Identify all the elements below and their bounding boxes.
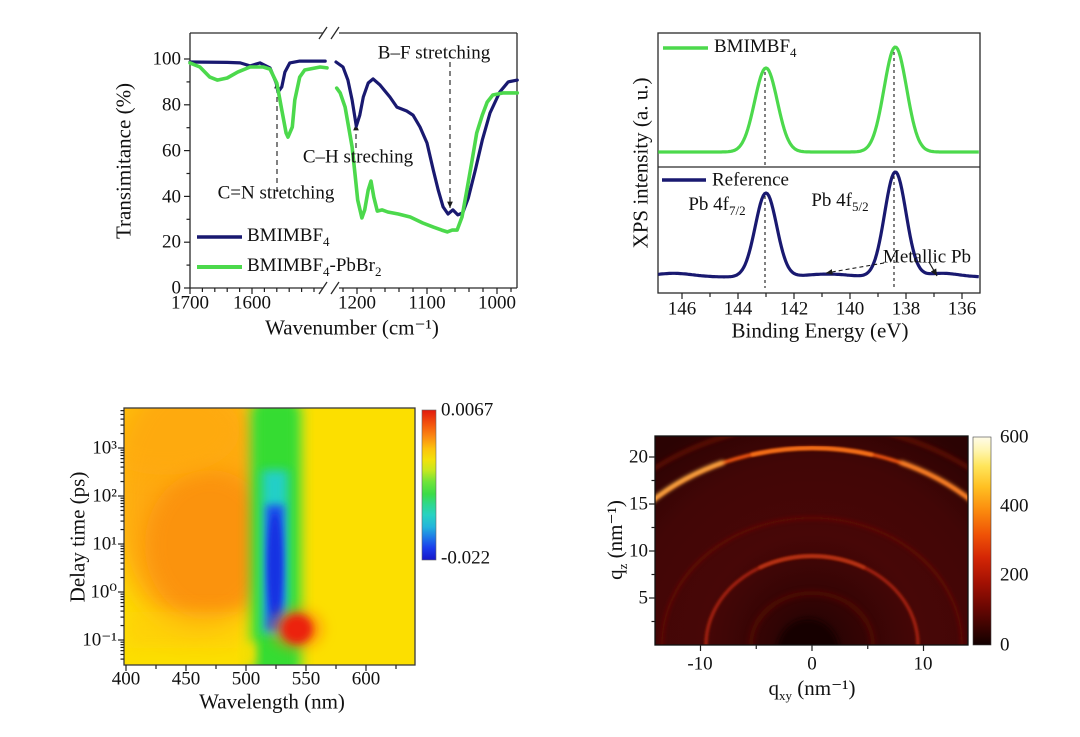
ftir-y-tick-label: 40 bbox=[162, 186, 181, 208]
xps-label-pb4f72: Pb 4f7/2 bbox=[688, 195, 745, 217]
ftir-legend-label-bmimbf4: BMIMBF4 bbox=[247, 226, 330, 248]
giwaxs-x-tick-label: -10 bbox=[687, 653, 713, 675]
ftir-y-axis-title: Transimitance (%) bbox=[111, 82, 136, 240]
ta-x-tick-label: 400 bbox=[111, 668, 141, 690]
ftir-y-tick-label: 80 bbox=[162, 94, 181, 116]
giwaxs-image bbox=[655, 436, 968, 645]
ta-x-tick-label: 450 bbox=[171, 668, 201, 690]
xps-x-tick-label: 144 bbox=[723, 298, 753, 320]
ta-frame bbox=[123, 407, 416, 666]
legend-sub: 2 bbox=[374, 264, 382, 279]
axis-title-sub: xy bbox=[779, 688, 793, 703]
ftir-legend-label-bmimbf4-pbbr2: BMIMBF4-PbBr2 bbox=[247, 256, 381, 278]
giwaxs-y-tick-label: 10 bbox=[629, 540, 648, 562]
giwaxs-panel bbox=[649, 435, 992, 651]
xps-x-tick-label: 138 bbox=[891, 298, 921, 320]
ta-y-tick-label: 10⁰ bbox=[90, 581, 117, 603]
ftir-x-tick-label: 1100 bbox=[408, 292, 446, 314]
ftir-x-tick-label: 1200 bbox=[338, 292, 376, 314]
ta-heatmap-image bbox=[124, 408, 415, 665]
xps-x-axis-title: Binding Energy (eV) bbox=[731, 318, 909, 343]
xps-curve-bmimbf4 bbox=[658, 45, 979, 154]
giwaxs-colorbar-label: 600 bbox=[1000, 426, 1029, 448]
ftir-panel bbox=[184, 26, 520, 295]
xps-x-tick-label: 142 bbox=[779, 298, 809, 320]
axis-title-sub: z bbox=[615, 563, 630, 570]
ta-y-tick-label: 10¹ bbox=[92, 533, 117, 555]
giwaxs-y-axis-title: qz (nm⁻¹) bbox=[603, 500, 630, 580]
xps-metallic-arrow-right bbox=[928, 261, 938, 277]
ftir-tick-marks bbox=[184, 58, 512, 294]
legend-text: BMIMBF bbox=[247, 255, 324, 276]
ta-heatmap-panel bbox=[118, 407, 437, 671]
legend-sub: 4 bbox=[323, 234, 330, 249]
ftir-annotation-cn: C=N stretching bbox=[217, 182, 335, 204]
giwaxs-x-axis-title: qxy (nm⁻¹) bbox=[768, 676, 856, 703]
ftir-y-tick-label: 100 bbox=[152, 48, 182, 70]
ta-colorbar-min-label: -0.022 bbox=[441, 547, 491, 569]
ftir-annotation-bf: B–F stretching bbox=[377, 42, 491, 64]
axis-title-text: (nm⁻¹) bbox=[792, 676, 856, 700]
giwaxs-y-tick-label: 15 bbox=[629, 493, 648, 515]
peak-label-text: Pb 4f bbox=[688, 194, 730, 215]
ta-y-axis-title: Delay time (ps) bbox=[65, 471, 90, 603]
ta-colorbar bbox=[421, 409, 437, 561]
axis-title-text: q bbox=[603, 569, 627, 580]
xps-label-pb4f52: Pb 4f5/2 bbox=[811, 191, 868, 213]
giwaxs-colorbar-label: 200 bbox=[1000, 564, 1029, 586]
ta-y-tick-label: 10² bbox=[92, 485, 117, 507]
ftir-annotation-ch: C–H streching bbox=[302, 146, 414, 168]
xps-tick-marks bbox=[681, 293, 963, 299]
ftir-x-tick-label: 1600 bbox=[233, 292, 271, 314]
ftir-x-axis-title: Wavenumber (cm⁻¹) bbox=[265, 315, 439, 340]
peak-label-text: Pb 4f bbox=[811, 190, 853, 211]
xps-legend-label-reference: Reference bbox=[712, 169, 789, 191]
giwaxs-colorbar bbox=[972, 436, 992, 646]
legend-sub: 4 bbox=[790, 45, 797, 60]
xps-curve-reference bbox=[657, 170, 979, 279]
giwaxs-y-tick-label: 5 bbox=[638, 587, 649, 609]
axis-title-text: (nm⁻¹) bbox=[603, 500, 627, 564]
ta-x-tick-label: 500 bbox=[231, 668, 261, 690]
legend-sub: 4 bbox=[323, 264, 330, 279]
xps-x-tick-label: 140 bbox=[835, 298, 865, 320]
giwaxs-y-tick-label: 20 bbox=[629, 446, 648, 468]
peak-label-sub: 5/2 bbox=[852, 199, 869, 214]
xps-metallic-arrow-left bbox=[825, 262, 885, 275]
xps-label-metallic-pb: Metallic Pb bbox=[882, 246, 972, 268]
ftir-y-tick-label: 60 bbox=[162, 140, 181, 162]
giwaxs-x-tick-label: 10 bbox=[913, 653, 933, 675]
peak-label-sub: 7/2 bbox=[729, 203, 746, 218]
ftir-axes-frame bbox=[189, 32, 518, 289]
xps-panel bbox=[657, 32, 981, 299]
legend-text: BMIMBF bbox=[714, 36, 791, 57]
giwaxs-x-tick-label: 0 bbox=[807, 653, 817, 675]
xps-legend-label-bmimbf4: BMIMBF4 bbox=[714, 37, 797, 59]
giwaxs-colorbar-label: 400 bbox=[1000, 495, 1029, 517]
ta-y-tick-label: 10⁻¹ bbox=[82, 629, 117, 651]
ta-tick-marks bbox=[118, 410, 397, 671]
ta-colorbar-max-label: 0.0067 bbox=[441, 399, 494, 421]
xps-y-axis-title: XPS intensity (a. u.) bbox=[628, 77, 653, 249]
giwaxs-colorbar-label: 0 bbox=[1000, 634, 1010, 656]
xps-x-tick-label: 136 bbox=[947, 298, 977, 320]
ftir-curve-bmimbf4-pbbr2 bbox=[188, 61, 520, 234]
giwaxs-tick-marks bbox=[649, 456, 925, 651]
ta-y-tick-label: 10³ bbox=[92, 437, 117, 459]
legend-text: -PbBr bbox=[329, 255, 375, 276]
ftir-y-tick-label: 20 bbox=[162, 231, 181, 253]
legend-text: BMIMBF bbox=[247, 225, 324, 246]
ta-x-axis-title: Wavelength (nm) bbox=[199, 689, 345, 714]
ftir-y-tick-label: 0 bbox=[171, 277, 182, 299]
ftir-axis-break-marks bbox=[318, 26, 340, 295]
ta-x-tick-label: 600 bbox=[351, 668, 381, 690]
ftir-x-tick-label: 1700 bbox=[171, 292, 209, 314]
xps-x-tick-label: 146 bbox=[667, 298, 697, 320]
axis-title-text: q bbox=[768, 676, 780, 700]
ta-x-tick-label: 550 bbox=[291, 668, 321, 690]
ftir-x-tick-label: 1000 bbox=[478, 292, 516, 314]
xps-axes-frame bbox=[657, 32, 981, 294]
